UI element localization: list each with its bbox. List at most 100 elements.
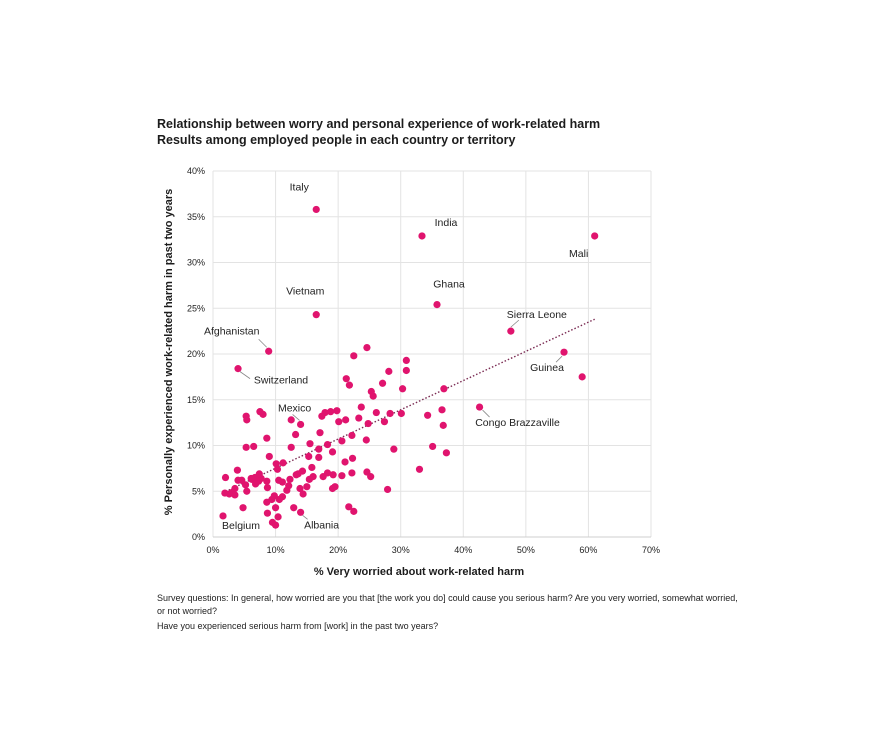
x-tick-label: 70% [642, 545, 660, 555]
point-label-italy: Italy [290, 181, 310, 193]
data-point [429, 442, 437, 451]
footnote-survey-question: Survey questions: In general, how worrie… [157, 593, 738, 616]
point-label-albania: Albania [304, 519, 339, 531]
data-point [350, 507, 358, 515]
point-label-mali: Mali [569, 248, 588, 260]
footnote-harm-question: Have you experienced serious harm from [… [157, 621, 439, 631]
data-point [380, 418, 389, 426]
data-point [305, 452, 313, 461]
data-point [318, 412, 326, 420]
data-point [263, 477, 271, 485]
data-point [342, 416, 350, 424]
data-point [273, 465, 282, 473]
data-point [315, 445, 323, 453]
x-tick-label: 0% [206, 545, 219, 555]
x-tick-label: 30% [392, 545, 410, 555]
data-point [345, 381, 354, 389]
data-point-congo-brazzaville [475, 403, 484, 411]
tick-labels: 0% 10% 20% 30% 40% 50% 60% 70% 0% 5% 10% 15% 20% 25% 3… [187, 166, 660, 555]
data-point [402, 356, 410, 365]
point-label-vietnam: Vietnam [286, 286, 325, 298]
data-point-mexico [297, 420, 305, 429]
data-point [402, 366, 410, 375]
data-point [345, 503, 353, 511]
point-label-guinea: Guinea [530, 362, 564, 374]
data-point [350, 352, 358, 360]
data-point [263, 509, 272, 517]
data-point [348, 454, 357, 462]
x-tick-label: 20% [329, 545, 347, 555]
data-point [231, 491, 239, 499]
x-tick-label: 60% [579, 545, 597, 555]
data-point [308, 463, 316, 472]
data-point [259, 410, 267, 418]
data-point [294, 470, 302, 478]
data-point [306, 440, 314, 448]
point-label-mexico: Mexico [278, 402, 311, 414]
leader-line-switzerland [239, 371, 251, 379]
data-point [251, 480, 260, 488]
data-point-belgium [219, 512, 227, 520]
x-tick-label: 40% [454, 545, 472, 555]
data-point [357, 403, 365, 411]
data-point [287, 443, 295, 451]
data-point-ghana [433, 300, 441, 309]
data-point [333, 407, 341, 415]
point-label-ghana: Ghana [433, 279, 465, 291]
data-point-switzerland [234, 365, 242, 373]
data-point [296, 484, 304, 493]
x-tick-label: 50% [517, 545, 535, 555]
data-point [383, 485, 392, 494]
chart-subtitle: Results among employed people in each co… [157, 133, 516, 147]
data-point [364, 419, 372, 428]
data-point [348, 431, 356, 440]
data-point [348, 469, 356, 477]
data-point [424, 411, 432, 419]
point-labels: Italy India Mali Ghana Vietnam Sierra Leone Af… [204, 181, 588, 532]
data-point [291, 430, 300, 439]
data-point [255, 470, 263, 478]
leader-line-afghanistan [258, 338, 267, 348]
data-point [274, 513, 282, 521]
data-point [385, 367, 393, 375]
data-point [271, 504, 280, 512]
data-point [275, 495, 283, 504]
chart-title: Relationship between worry and personal … [157, 117, 601, 131]
leader-line-congo-brazzaville [482, 409, 490, 418]
data-point [328, 484, 337, 493]
data-point [398, 385, 407, 393]
data-point [247, 474, 255, 483]
point-label-india: India [435, 217, 458, 229]
data-point [221, 489, 229, 497]
data-point-albania [297, 508, 305, 516]
x-tick-label: 10% [267, 545, 285, 555]
data-point [272, 460, 280, 468]
leader-line-sierra-leone [510, 319, 520, 328]
data-points [219, 205, 599, 529]
data-point-italy [312, 205, 320, 214]
data-point [233, 466, 242, 474]
y-tick-label: 0% [192, 532, 205, 542]
data-point [263, 498, 271, 506]
data-point [309, 473, 317, 481]
point-label-belgium: Belgium [222, 520, 260, 532]
y-tick-label: 40% [187, 166, 205, 176]
point-label-congo-brazzaville: Congo Brazzaville [475, 417, 560, 429]
data-point [287, 416, 295, 424]
point-label-sierra-leone: Sierra Leone [507, 309, 567, 321]
data-point [362, 436, 370, 444]
data-point [578, 373, 586, 381]
data-point [234, 476, 242, 484]
data-point [338, 472, 346, 480]
data-point [316, 429, 324, 437]
data-point [378, 379, 387, 387]
data-point [335, 418, 343, 426]
data-point [221, 473, 230, 482]
data-point [286, 475, 294, 483]
data-point [323, 440, 332, 449]
y-tick-label: 5% [192, 486, 205, 496]
data-point [440, 385, 448, 393]
y-tick-label: 25% [187, 303, 205, 313]
data-point [263, 483, 272, 492]
data-point [265, 452, 273, 461]
